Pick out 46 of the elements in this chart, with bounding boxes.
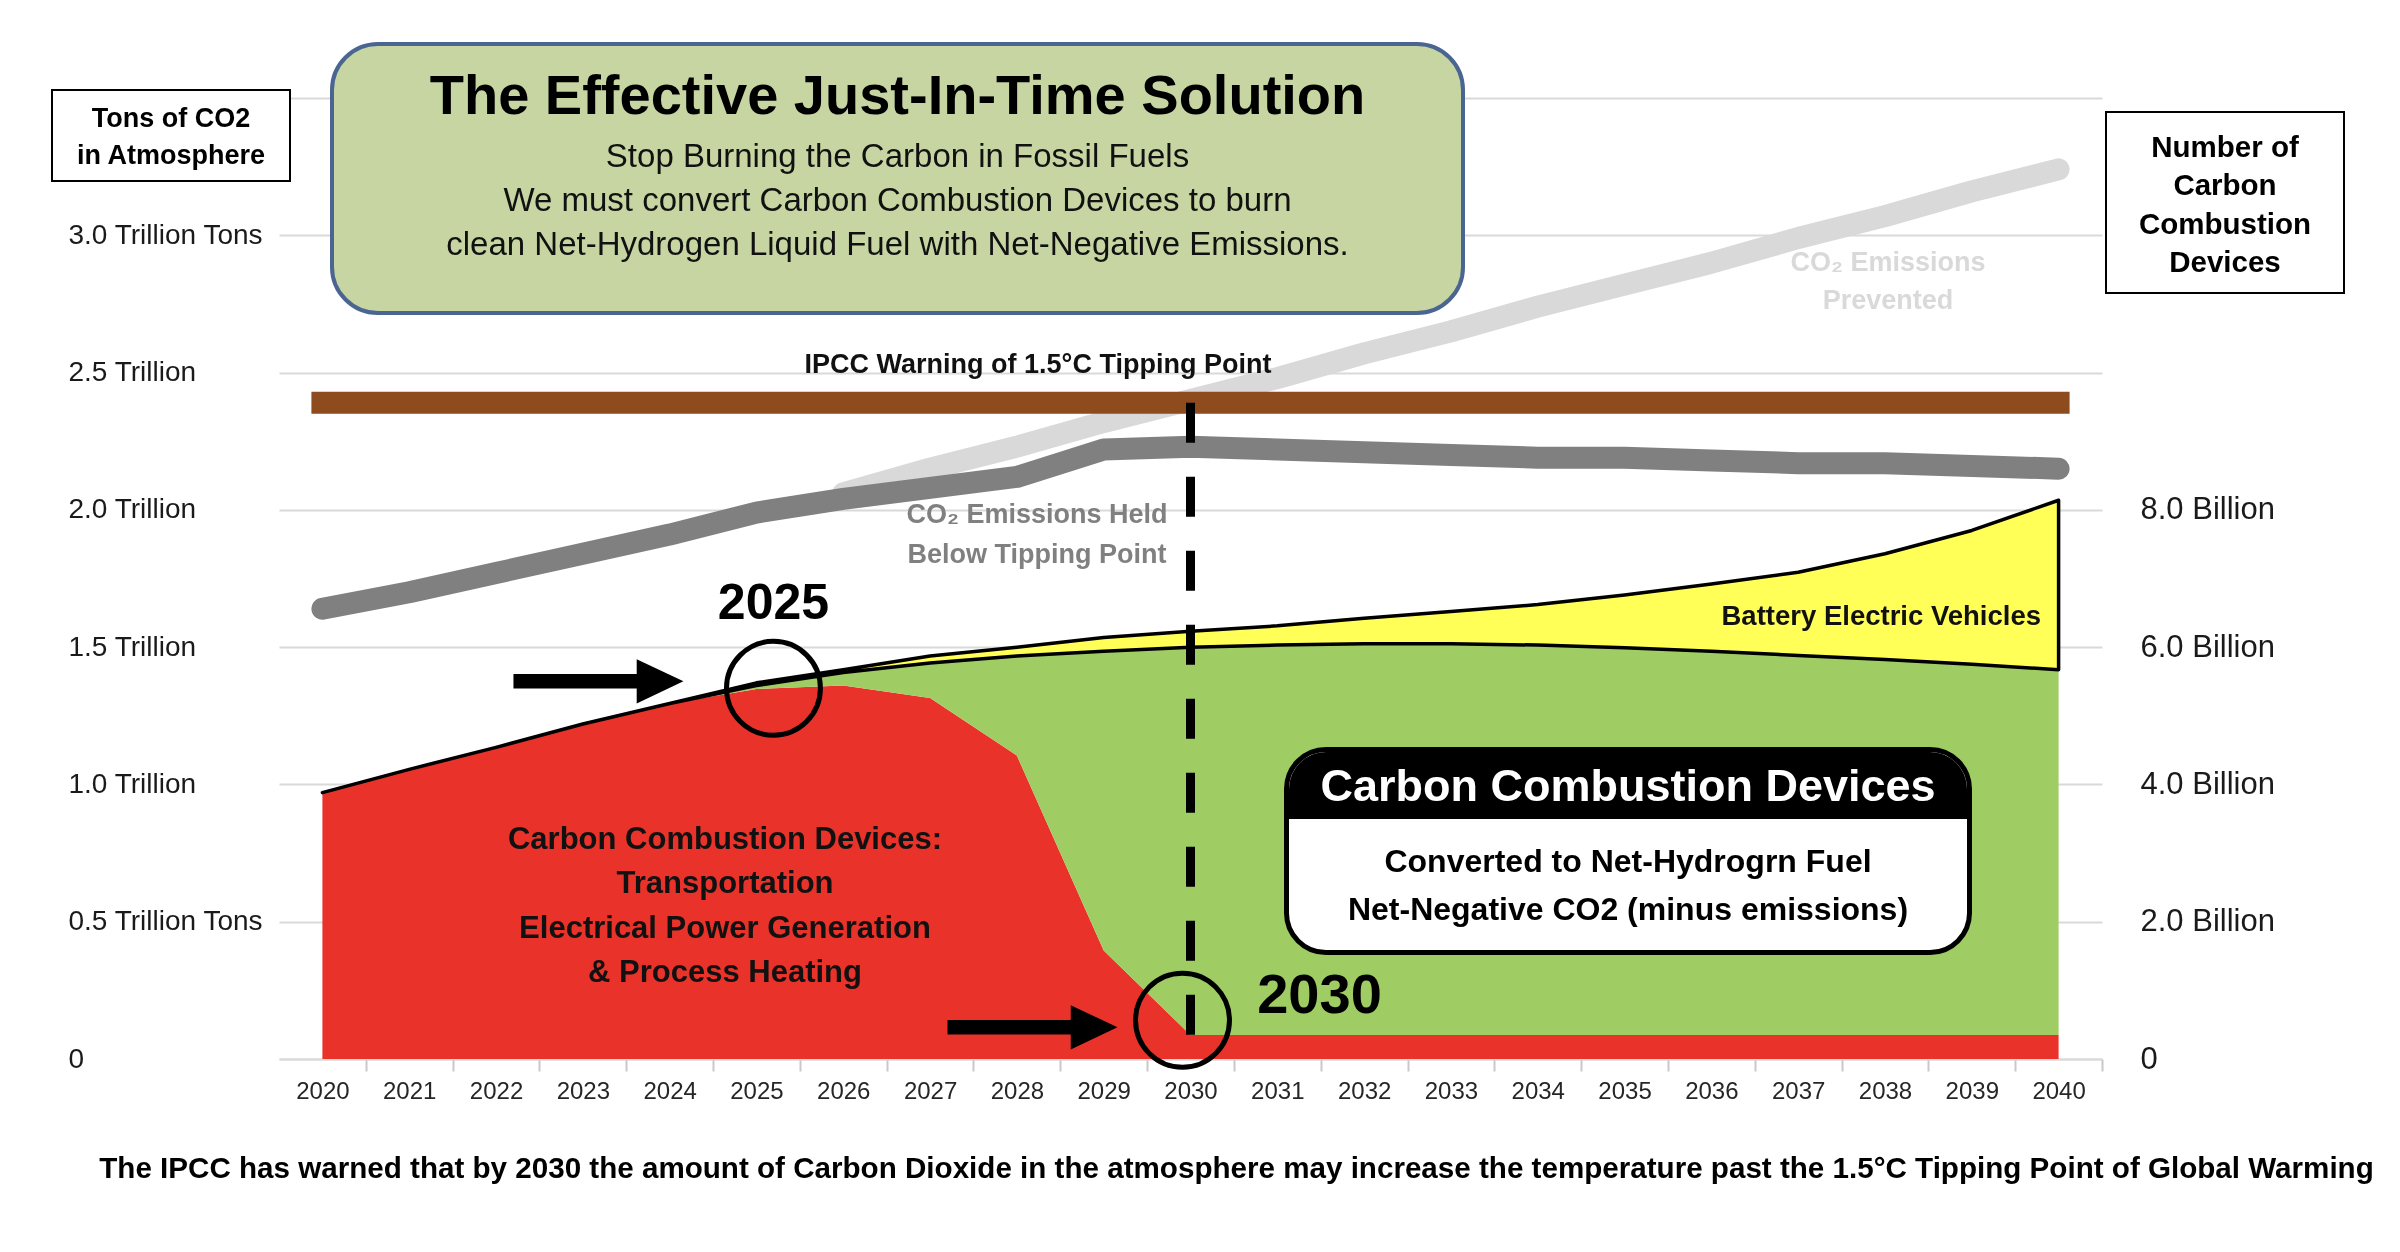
y-tick-label: 3.0 Trillion Tons xyxy=(68,218,263,250)
x-tick-label: 2023 xyxy=(556,1076,611,1104)
x-tick-label: 2033 xyxy=(1424,1076,1479,1104)
x-tick-label: 2026 xyxy=(817,1076,871,1104)
y-tick-label: 1.0 Trillion xyxy=(68,767,197,799)
y2-axis-title: Number of Carbon Combustion Devices xyxy=(2137,129,2313,281)
x-tick-label: 2028 xyxy=(990,1076,1045,1104)
series-label: Carbon Combustion Devices: Transportation Electrical Power Generation & Process Heating xyxy=(506,820,944,991)
x-tick-label: 2020 xyxy=(296,1076,350,1104)
y-tick-label: 2.5 Trillion xyxy=(68,356,197,388)
x-tick-label: 2022 xyxy=(469,1076,524,1104)
x-tick-label: 2025 xyxy=(730,1076,784,1104)
y2-tick-label: 6.0 Billion xyxy=(2140,628,2275,664)
x-tick-label: 2035 xyxy=(1598,1076,1652,1104)
y2-tick-label: 8.0 Billion xyxy=(2140,491,2275,527)
x-tick-label: 2037 xyxy=(1771,1076,1826,1104)
x-tick-label: 2021 xyxy=(383,1076,437,1104)
x-tick-label: 2039 xyxy=(1945,1076,1999,1104)
y-axis-title: Tons of CO2 in Atmosphere xyxy=(76,102,266,172)
x-tick-label: 2040 xyxy=(2032,1076,2086,1104)
y-tick-label: 1.5 Trillion xyxy=(68,630,197,662)
y-tick-label: 2.0 Trillion xyxy=(68,493,197,525)
x-tick-label: 2031 xyxy=(1251,1076,1305,1104)
annotation: 2030 xyxy=(1257,962,1382,1026)
x-tick-label: 2034 xyxy=(1511,1076,1565,1104)
y2-tick-label: 0 xyxy=(2140,1040,2158,1076)
x-tick-label: 2027 xyxy=(903,1076,958,1104)
series-label: CO₂ Emissions Held Below Tipping Point xyxy=(905,498,1169,571)
x-tick-label: 2038 xyxy=(1858,1076,1913,1104)
y-tick-label: 0 xyxy=(68,1042,85,1074)
y2-tick-label: 2.0 Billion xyxy=(2140,903,2275,939)
text: Stop Burning the Carbon in Fossil Fuels We must convert Carbon Combustion Devices to burn clean Net-Hydrogen Liquid Fuel with Net-Negative Emissions. xyxy=(445,136,1350,264)
x-tick-label: 2029 xyxy=(1077,1076,1131,1104)
annotation: Converted to Net-Hydrogrn Fuel Net-Negative CO2 (minus emissions) xyxy=(1346,842,1910,929)
y-tick-label: 0.5 Trillion Tons xyxy=(68,905,263,937)
chart-title: The Effective Just-In-Time Solution xyxy=(428,62,1367,128)
x-tick-label: 2032 xyxy=(1337,1076,1392,1104)
series-label: Battery Electric Vehicles xyxy=(1721,600,2041,632)
y2-tick-label: 4.0 Billion xyxy=(2140,765,2275,801)
text: The IPCC has warned that by 2030 the amount of Carbon Dioxide in the atmosphere may increase the temperature past the 1.5°C Tipping Point of Global Warming xyxy=(98,1150,2375,1186)
series-label: Carbon Combustion Devices xyxy=(1319,759,1937,813)
x-tick-label: 2036 xyxy=(1685,1076,1739,1104)
x-tick-label: 2030 xyxy=(1164,1076,1218,1104)
x-tick-label: 2024 xyxy=(643,1076,697,1104)
ref-line-label: IPCC Warning of 1.5°C Tipping Point xyxy=(804,348,1272,379)
annotation: 2025 xyxy=(717,574,830,631)
